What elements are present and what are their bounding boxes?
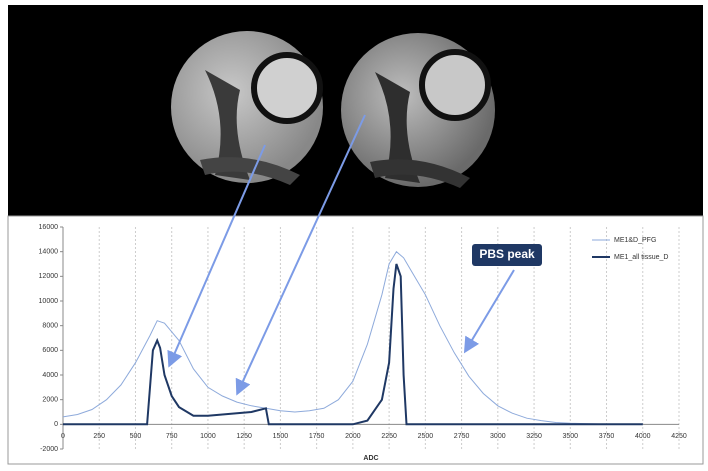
y-tick-label: -2000 (40, 446, 58, 453)
mri-image-right (341, 33, 495, 188)
y-tick-label: 0 (54, 421, 58, 428)
legend-label: ME1&D_PFG (614, 237, 656, 244)
y-tick-label: 12000 (39, 273, 59, 280)
y-tick-label: 14000 (39, 249, 59, 256)
y-tick-label: 10000 (39, 298, 59, 305)
y-tick-label: 8000 (42, 323, 58, 330)
y-tick-label: 4000 (42, 372, 58, 379)
figure: -2000 0 2000 4000 6000 8000 10000 12000 14000 160… (0, 0, 708, 466)
y-tick-label: 6000 (42, 347, 58, 354)
chart-panel (8, 216, 703, 464)
y-tick-label: 16000 (39, 224, 59, 231)
annotation: PBS peak (479, 247, 535, 261)
y-tick-label: 2000 (42, 397, 58, 404)
x-axis-label: ADC (363, 455, 378, 462)
legend-label: ME1_all tissue_D (614, 254, 668, 261)
